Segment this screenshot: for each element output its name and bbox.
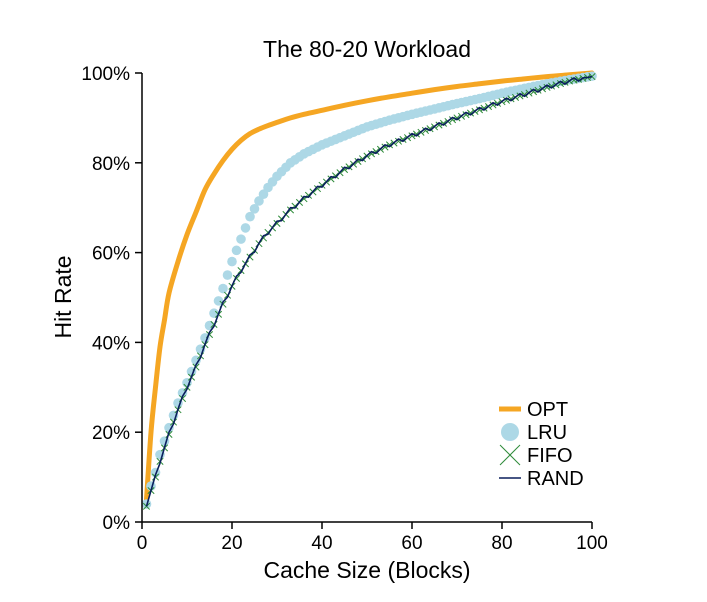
y-axis-title: Hit Rate xyxy=(50,255,76,338)
legend-label: OPT xyxy=(527,399,568,421)
series-fifo-point xyxy=(516,92,524,100)
series-lru-point xyxy=(164,422,174,433)
series-lru-point xyxy=(177,388,188,398)
series-fifo-point xyxy=(466,109,475,117)
series-fifo-point xyxy=(412,130,421,138)
series-lru-point xyxy=(236,234,246,244)
legend-label: LRU xyxy=(527,422,567,444)
series-fifo-point xyxy=(426,125,434,133)
legend-label: FIFO xyxy=(527,445,573,467)
legend-item-rand: RAND xyxy=(499,468,584,490)
series-fifo-point xyxy=(408,132,416,140)
series-fifo-point xyxy=(448,116,457,124)
series-fifo-point xyxy=(556,80,565,88)
y-tick-label: 40% xyxy=(92,333,130,354)
series-fifo-point xyxy=(507,95,515,103)
series-fifo-point xyxy=(502,96,511,104)
series-lru-point xyxy=(254,196,264,206)
legend-item-opt: OPT xyxy=(499,399,568,421)
series-fifo-point xyxy=(462,111,470,119)
series-fifo-point xyxy=(529,88,538,96)
series-fifo-point xyxy=(561,78,569,86)
chart-title: The 80-20 Workload xyxy=(263,36,471,62)
x-tick-label: 20 xyxy=(221,533,242,554)
series-fifo-point xyxy=(385,141,394,149)
series-fifo-point xyxy=(493,99,502,107)
series-fifo-point xyxy=(480,104,488,112)
x-tick-label: 0 xyxy=(137,533,148,554)
series-lru-point xyxy=(200,333,210,343)
series-opt-line xyxy=(144,70,595,503)
plot-area xyxy=(141,70,597,510)
series-fifo-point xyxy=(489,101,497,109)
x-tick-label: 60 xyxy=(401,533,422,554)
series-fifo-point xyxy=(547,82,556,90)
y-tick-label: 20% xyxy=(92,423,130,444)
series-fifo-point xyxy=(475,106,484,114)
series-fifo-point xyxy=(520,90,529,99)
series-lru-point xyxy=(222,270,233,280)
series-rand xyxy=(145,75,593,507)
series-lru-point xyxy=(218,283,228,294)
series-lru-point xyxy=(245,211,255,222)
series-fifo-point xyxy=(435,121,443,129)
series-lru-point xyxy=(249,204,260,214)
y-tick-label: 0% xyxy=(103,513,131,534)
series-fifo-point xyxy=(394,137,403,145)
legend-item-fifo: FIFO xyxy=(499,444,573,467)
series-fifo-point xyxy=(358,155,367,163)
legend-swatch xyxy=(499,444,521,466)
legend-swatch xyxy=(501,423,519,441)
y-tick-label: 100% xyxy=(81,64,130,85)
series-opt xyxy=(144,70,595,503)
series-lru-point xyxy=(227,256,237,267)
series-lru-point xyxy=(258,189,269,200)
series-fifo-point xyxy=(421,126,430,135)
series-fifo-point xyxy=(372,148,380,156)
y-tick-label: 60% xyxy=(92,244,130,265)
series-fifo-point xyxy=(439,119,448,127)
x-axis-title: Cache Size (Blocks) xyxy=(263,557,470,583)
x-tick-label: 40 xyxy=(311,533,332,554)
series-rand-line xyxy=(145,75,593,507)
series-fifo xyxy=(142,73,596,510)
series-fifo-point xyxy=(399,135,407,144)
series-fifo-point xyxy=(453,114,461,122)
series-fifo-point xyxy=(345,163,353,171)
series-lru-point xyxy=(213,296,224,306)
x-tick-label: 100 xyxy=(576,533,608,554)
series-fifo-point xyxy=(534,86,542,94)
series-fifo-point xyxy=(543,83,551,91)
y-tick-label: 80% xyxy=(92,154,130,175)
legend-label: RAND xyxy=(527,468,584,490)
axes: 0 20 40 60 80 100 0% 20% 40% 60% 80% 100% xyxy=(81,64,607,554)
series-lru-point xyxy=(209,308,219,319)
legend-item-lru: LRU xyxy=(501,422,567,444)
series-lru-point xyxy=(240,223,251,233)
series-lru-point xyxy=(231,245,242,256)
x-tick-label: 80 xyxy=(491,533,512,554)
